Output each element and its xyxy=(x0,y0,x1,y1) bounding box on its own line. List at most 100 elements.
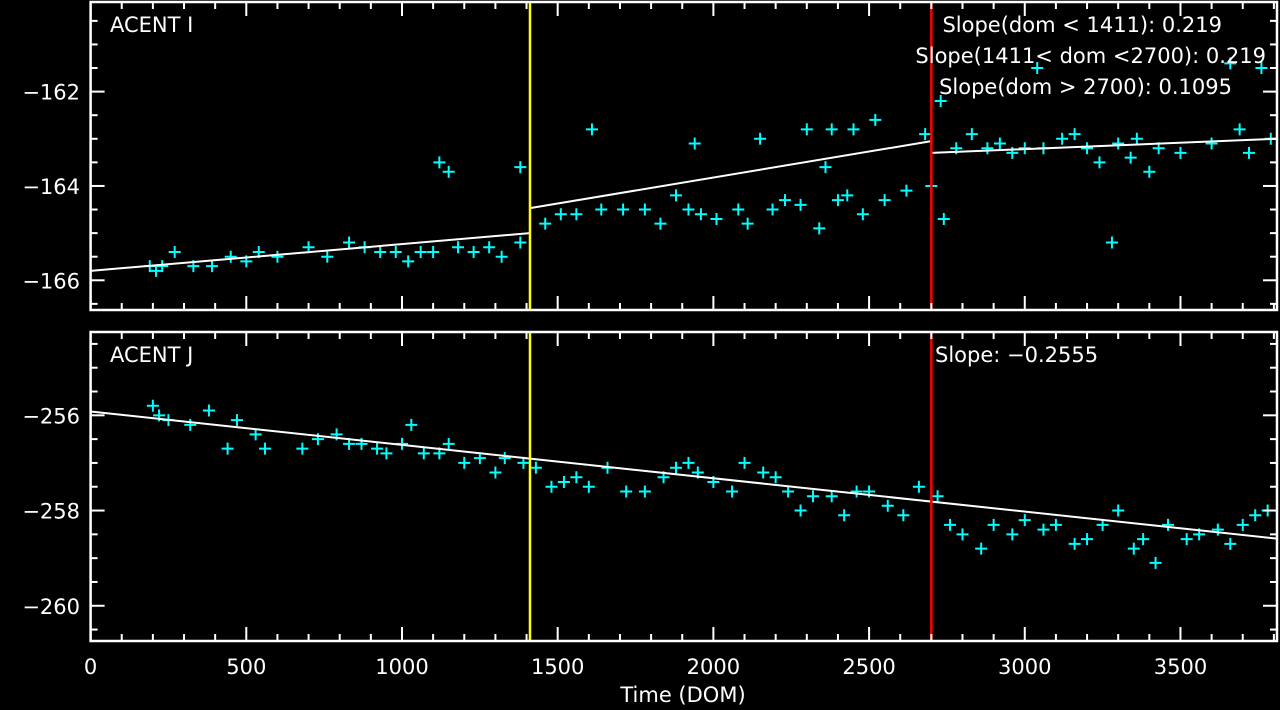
data-point xyxy=(374,245,387,258)
data-point xyxy=(1049,518,1062,531)
data-point xyxy=(389,245,402,258)
data-point xyxy=(944,518,957,531)
data-point xyxy=(402,255,415,268)
data-point xyxy=(414,245,427,258)
data-point xyxy=(1143,165,1156,178)
data-point xyxy=(934,95,947,108)
data-point xyxy=(800,123,813,136)
fit-line xyxy=(90,410,1278,540)
data-point xyxy=(838,509,851,522)
data-point xyxy=(514,161,527,174)
x-tick-label: 1000 xyxy=(375,655,428,679)
data-point xyxy=(1105,236,1118,249)
data-point xyxy=(682,456,695,469)
y-tick-label: −164 xyxy=(22,175,80,199)
plot-frame xyxy=(89,330,1279,643)
panel-1: −162 −164 −166 ACENT I Slope(dom < 1411): 0.… xyxy=(22,0,1279,312)
data-point xyxy=(956,528,969,541)
data-point xyxy=(221,442,234,455)
slope-annotation: Slope(1411< dom <2700): 0.219 xyxy=(915,44,1266,68)
data-point xyxy=(638,203,651,216)
data-point xyxy=(670,189,683,202)
data-point xyxy=(794,504,807,517)
data-point xyxy=(1130,132,1143,145)
y-tick-label: −258 xyxy=(22,500,80,524)
data-point xyxy=(249,428,262,441)
data-point xyxy=(405,418,418,431)
data-point xyxy=(931,490,944,503)
data-point xyxy=(1205,137,1218,150)
fit-line xyxy=(90,232,531,272)
x-tick-label: 500 xyxy=(226,655,266,679)
data-point xyxy=(224,250,237,263)
data-point xyxy=(981,142,994,155)
data-point xyxy=(813,222,826,235)
data-point xyxy=(757,466,770,479)
data-point xyxy=(841,189,854,202)
data-point xyxy=(654,217,667,230)
data-point xyxy=(1018,514,1031,527)
data-point xyxy=(582,480,595,493)
data-point xyxy=(869,113,882,126)
data-point xyxy=(495,250,508,263)
y-tick-label: −256 xyxy=(22,404,80,428)
data-point xyxy=(694,208,707,221)
x-tick-label: 1500 xyxy=(531,655,584,679)
data-point xyxy=(850,485,863,498)
data-point xyxy=(206,260,219,273)
x-tick-label: 0 xyxy=(84,655,97,679)
data-point xyxy=(732,203,745,216)
data-point xyxy=(452,241,465,254)
y-tick-label: −260 xyxy=(22,595,80,619)
data-point xyxy=(710,212,723,225)
data-point xyxy=(754,132,767,145)
data-point xyxy=(258,442,271,455)
data-point xyxy=(1224,57,1237,70)
x-tick-label: 3500 xyxy=(1154,655,1207,679)
slope-annotation: Slope(dom < 1411): 0.219 xyxy=(942,13,1222,37)
data-point xyxy=(847,123,860,136)
x-tick-label: 3000 xyxy=(998,655,1051,679)
fit-line xyxy=(931,137,1278,154)
data-point xyxy=(738,456,751,469)
data-point xyxy=(1081,142,1094,155)
data-point xyxy=(688,137,701,150)
data-point xyxy=(1162,518,1175,531)
data-point xyxy=(1056,132,1069,145)
data-point xyxy=(539,217,552,230)
data-point xyxy=(585,123,598,136)
data-point xyxy=(557,475,570,488)
data-point xyxy=(1124,151,1137,164)
data-point xyxy=(779,194,792,207)
data-point xyxy=(371,442,384,455)
data-point xyxy=(168,245,181,258)
data-point xyxy=(442,165,455,178)
data-point xyxy=(1068,537,1081,550)
data-point xyxy=(919,128,932,141)
data-point xyxy=(1149,556,1162,569)
data-point xyxy=(595,203,608,216)
data-point xyxy=(1081,533,1094,546)
data-point xyxy=(321,250,334,263)
data-point xyxy=(807,490,820,503)
data-point xyxy=(819,161,832,174)
data-point xyxy=(1233,123,1246,136)
data-point xyxy=(1112,137,1125,150)
data-point xyxy=(856,208,869,221)
data-point xyxy=(1006,528,1019,541)
data-point xyxy=(993,137,1006,150)
data-point xyxy=(617,203,630,216)
data-point xyxy=(517,456,530,469)
slope-annotation: Slope(dom > 2700): 0.1095 xyxy=(939,75,1232,99)
data-point xyxy=(296,442,309,455)
data-point xyxy=(878,194,891,207)
data-point xyxy=(741,217,754,230)
data-point xyxy=(554,208,567,221)
data-point xyxy=(570,208,583,221)
data-point xyxy=(825,490,838,503)
data-point xyxy=(912,480,925,493)
data-point xyxy=(427,245,440,258)
data-point xyxy=(638,485,651,498)
data-point xyxy=(380,447,393,460)
